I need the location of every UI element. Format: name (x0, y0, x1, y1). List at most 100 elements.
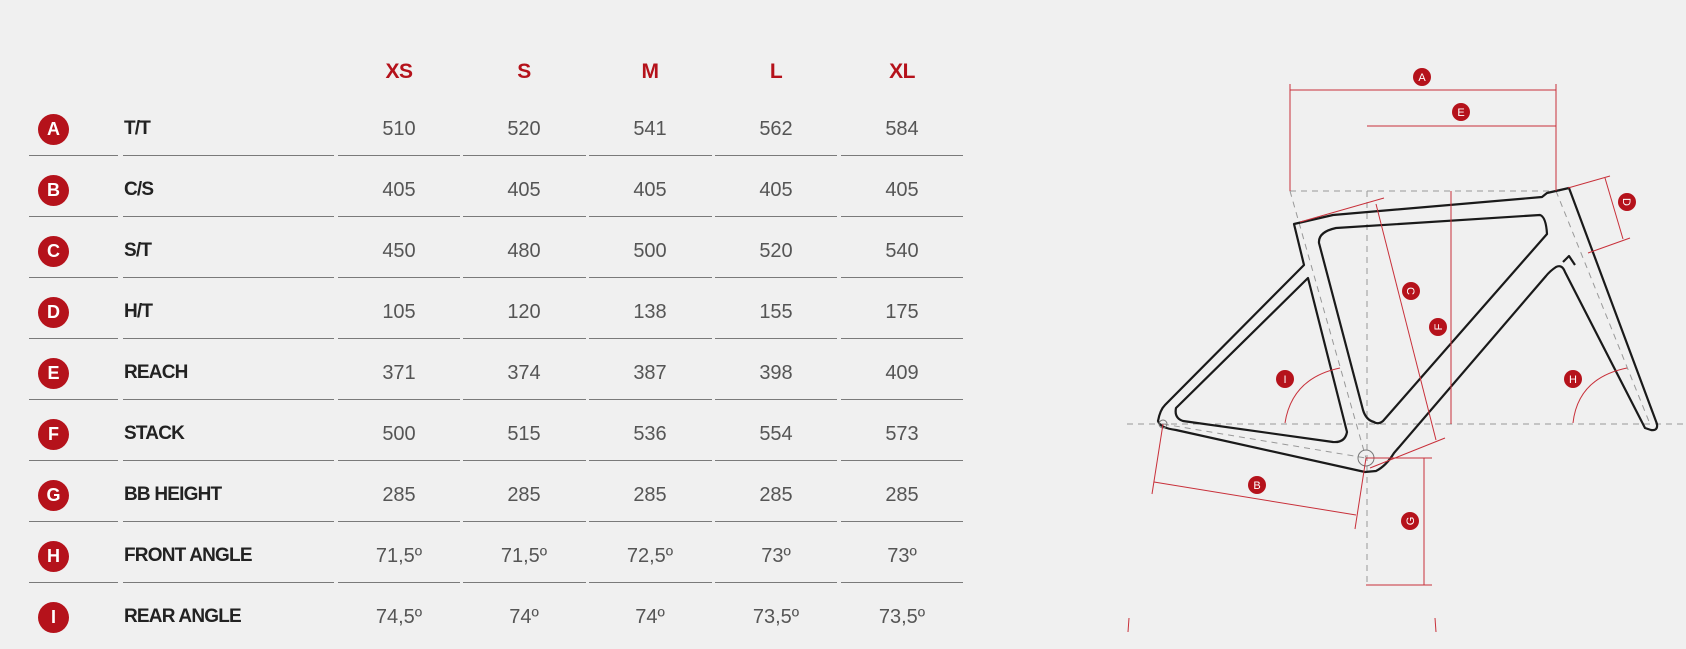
marker-badge: A (38, 114, 69, 145)
measurement-value: 285 (507, 484, 541, 506)
row-divider (841, 582, 963, 583)
measurement-value: 71,5º (375, 545, 423, 567)
row-divider (123, 521, 334, 522)
svg-text:A: A (1418, 72, 1426, 84)
row-divider (841, 155, 963, 156)
row-divider (841, 399, 963, 400)
measurement-value: 285 (382, 484, 416, 506)
svg-text:B: B (1253, 480, 1260, 492)
row-divider (338, 460, 460, 461)
row-divider (463, 582, 586, 583)
size-header-s: S (517, 60, 531, 83)
row-divider (841, 338, 963, 339)
bike-frame-outline (1156, 186, 1659, 474)
diagram-marker-i: I (1276, 370, 1294, 388)
measurement-value: 74º (635, 606, 665, 628)
table-row: A T/T 510 520 541 562 584 (0, 100, 980, 161)
row-divider (338, 277, 460, 278)
measurement-value: 138 (633, 301, 667, 323)
svg-text:F: F (1433, 323, 1445, 330)
measurement-value: 500 (633, 240, 667, 262)
size-header-xl: XL (889, 60, 915, 83)
measurement-value: 541 (633, 118, 667, 140)
measurement-label: BB HEIGHT (124, 484, 222, 505)
diagram-marker-c: C (1402, 282, 1420, 300)
measurement-value: 105 (382, 301, 416, 323)
measurement-value: 74º (509, 606, 539, 628)
measurement-value: 398 (759, 362, 793, 384)
row-divider (29, 582, 118, 583)
measurement-value: 554 (759, 423, 793, 445)
row-divider (841, 521, 963, 522)
row-divider (463, 338, 586, 339)
measurement-value: 515 (507, 423, 541, 445)
row-divider (589, 460, 712, 461)
measurement-value: 520 (507, 118, 541, 140)
measurement-label: REACH (124, 362, 188, 383)
row-divider (338, 521, 460, 522)
measurement-label: T/T (124, 118, 151, 139)
measurement-value: 71,5º (500, 545, 548, 567)
measurement-label: C/S (124, 179, 154, 200)
marker-badge: B (38, 175, 69, 206)
row-divider (29, 521, 118, 522)
marker-badge: G (38, 480, 69, 511)
row-divider (589, 521, 712, 522)
row-divider (29, 460, 118, 461)
measurement-value: 73º (887, 545, 917, 567)
row-divider (463, 277, 586, 278)
row-divider (29, 399, 118, 400)
measurement-label: REAR ANGLE (124, 606, 242, 627)
measurement-value: 387 (633, 362, 667, 384)
diagram-marker-f: F (1429, 318, 1447, 336)
measurement-value: 562 (759, 118, 793, 140)
row-divider (338, 216, 460, 217)
measurement-value: 584 (885, 118, 919, 140)
svg-text:D: D (1620, 198, 1632, 206)
row-divider (338, 155, 460, 156)
table-row: E REACH 371 374 387 398 409 (0, 344, 980, 405)
measurement-value: 573 (885, 423, 919, 445)
diagram-marker-b: B (1248, 476, 1266, 494)
measurement-value: 405 (759, 179, 793, 201)
diagram-marker-e: E (1452, 103, 1470, 121)
svg-text:G: G (1405, 517, 1417, 526)
measurement-value: 520 (759, 240, 793, 262)
row-divider (589, 155, 712, 156)
measurement-value: 374 (507, 362, 541, 384)
measurement-value: 405 (382, 179, 416, 201)
svg-text:E: E (1457, 107, 1464, 119)
row-divider (715, 277, 837, 278)
measurement-value: 285 (633, 484, 667, 506)
row-divider (841, 277, 963, 278)
row-divider (463, 521, 586, 522)
marker-badge: I (38, 602, 69, 633)
measurement-value: 405 (885, 179, 919, 201)
row-divider (29, 277, 118, 278)
diagram-marker-g: G (1401, 512, 1419, 530)
table-row: D H/T 105 120 138 155 175 (0, 283, 980, 344)
row-divider (123, 155, 334, 156)
marker-badge: H (38, 541, 69, 572)
measurement-value: 120 (507, 301, 541, 323)
measurement-label: S/T (124, 240, 152, 261)
diagram-marker-a: A (1413, 68, 1431, 86)
table-row: B C/S 405 405 405 405 405 (0, 161, 980, 222)
table-row: F STACK 500 515 536 554 573 (0, 405, 980, 466)
measurement-value: 155 (759, 301, 793, 323)
size-header-m: M (641, 60, 660, 83)
row-divider (29, 216, 118, 217)
marker-badge: E (38, 358, 69, 389)
measurement-value: 409 (885, 362, 919, 384)
frame-geometry-diagram: A B C D E F G H I (1127, 68, 1686, 632)
row-divider (715, 216, 837, 217)
measurement-value: 500 (382, 423, 416, 445)
row-divider (589, 216, 712, 217)
row-divider (463, 155, 586, 156)
row-divider (29, 338, 118, 339)
dimension-lines (1127, 84, 1631, 632)
row-divider (715, 460, 837, 461)
row-divider (123, 338, 334, 339)
svg-text:I: I (1283, 374, 1286, 386)
svg-text:H: H (1569, 374, 1577, 386)
